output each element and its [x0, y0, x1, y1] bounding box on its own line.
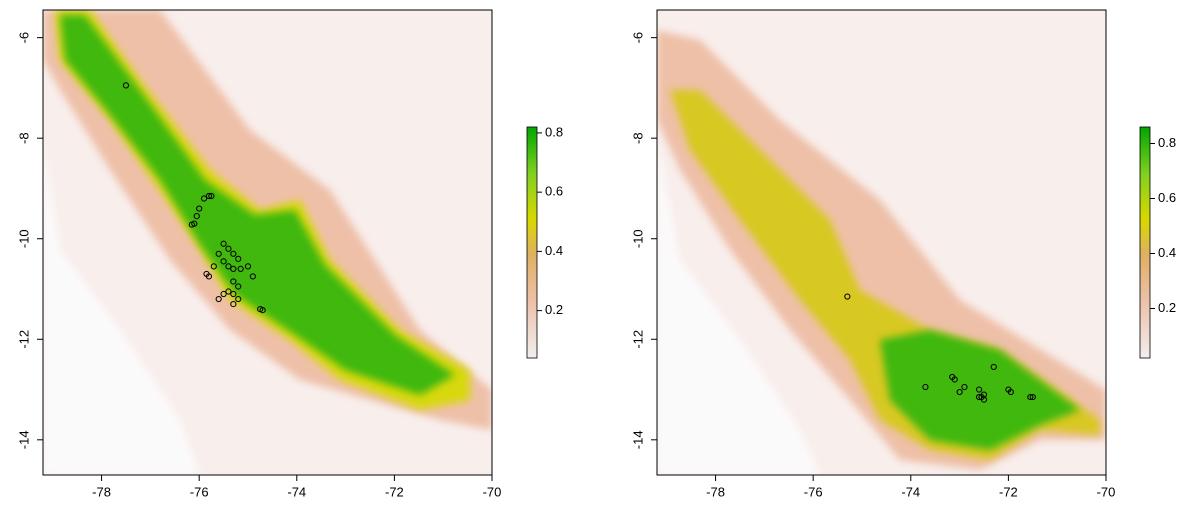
y-tick-label: -14	[16, 430, 31, 449]
colorbar-tick-label: 0.2	[1158, 300, 1176, 315]
y-tick-label: -14	[630, 430, 645, 449]
occurrence-point	[235, 255, 242, 262]
x-tick-label: -70	[483, 484, 502, 499]
occurrence-point	[215, 295, 222, 303]
y-tick-label: -6	[630, 32, 645, 44]
occurrence-point	[235, 283, 242, 290]
x-tick-label: -74	[287, 484, 306, 499]
colorbar	[1139, 126, 1151, 359]
occurrence-point	[210, 263, 217, 270]
y-tick-label: -8	[630, 132, 645, 144]
y-tick-label: -10	[630, 229, 645, 248]
occurrence-point	[220, 290, 227, 298]
y-tick-label: -12	[630, 330, 645, 349]
x-tick-label: -78	[706, 484, 725, 499]
occurrence-point	[976, 393, 983, 401]
x-tick-label: -72	[385, 484, 404, 499]
occurrence-point	[225, 263, 232, 270]
colorbar-tick-label: 0.6	[545, 184, 563, 199]
x-tick-label: -74	[901, 484, 920, 499]
colorbar-tick-label: 0.8	[1158, 135, 1176, 150]
occurrence-point	[249, 273, 256, 280]
occurrence-point	[200, 195, 208, 202]
raster	[657, 10, 1106, 475]
raster	[43, 10, 492, 475]
colorbar-tick-label: 0.8	[545, 124, 563, 139]
occurrence-point	[122, 82, 130, 89]
occurrence-point	[235, 295, 242, 303]
occurrence-point	[976, 386, 983, 393]
occurrence-point	[1007, 388, 1014, 396]
occurrence-point	[978, 393, 985, 401]
y-tick-label: -6	[16, 32, 31, 44]
occurrence-point	[237, 265, 244, 272]
occurrence-point	[230, 290, 237, 298]
occurrence-point	[844, 293, 851, 300]
occurrence-point	[205, 192, 213, 200]
occurrence-point	[208, 192, 215, 200]
x-tick-label: -78	[92, 484, 111, 499]
y-tick-label: -10	[16, 229, 31, 248]
occurrence-point	[230, 278, 237, 285]
occurrence-point	[990, 363, 997, 371]
occurrence-point	[951, 376, 958, 383]
x-tick-label: -72	[999, 484, 1018, 499]
occurrence-point	[220, 240, 227, 247]
colorbar	[526, 126, 538, 359]
occurrence-point	[188, 221, 195, 228]
occurrence-point	[196, 205, 203, 212]
occurrence-point	[961, 383, 968, 391]
x-tick-label: -76	[804, 484, 823, 499]
occurrence-point	[220, 258, 227, 265]
plot-frame	[42, 9, 493, 476]
occurrence-point	[230, 300, 237, 308]
occurrence-point	[230, 250, 237, 257]
occurrence-point	[215, 250, 222, 257]
occurrence-point	[230, 265, 237, 272]
occurrence-point	[225, 288, 232, 295]
occurrence-point	[922, 383, 929, 391]
occurrence-point	[244, 263, 252, 270]
colorbar-tick-label: 0.4	[1158, 245, 1176, 260]
occurrence-point	[193, 213, 200, 220]
occurrence-point	[259, 307, 266, 314]
colorbar-tick-label: 0.6	[1158, 190, 1176, 205]
x-tick-label: -76	[190, 484, 209, 499]
y-tick-label: -12	[16, 330, 31, 349]
colorbar-tick-label: 0.4	[545, 243, 563, 258]
occurrence-point	[1027, 393, 1034, 401]
plot-frame	[656, 9, 1107, 476]
occurrence-point	[205, 273, 213, 280]
x-tick-label: -70	[1097, 484, 1116, 499]
occurrence-point	[956, 388, 963, 396]
occurrence-point	[225, 245, 232, 252]
occurrence-point	[1029, 393, 1036, 401]
colorbar-tick-label: 0.2	[545, 302, 563, 317]
y-tick-label: -8	[16, 132, 31, 144]
